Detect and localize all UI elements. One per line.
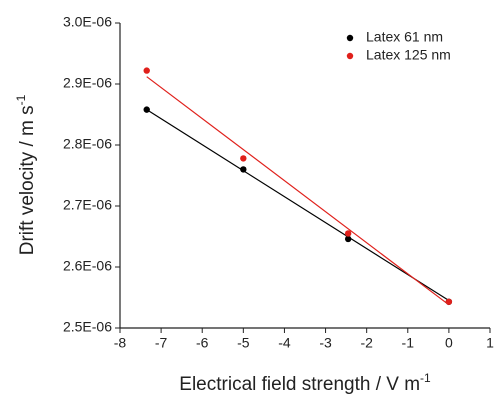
legend-label: Latex 125 nm — [366, 47, 451, 63]
point — [344, 230, 352, 237]
x-tick-label: -5 — [237, 335, 250, 351]
x-tick-label: -4 — [278, 335, 291, 351]
x-axis-label-text: Electrical field strength / V m — [179, 374, 420, 395]
x-tick-label: 0 — [445, 335, 453, 351]
y-tick-label: 3.0E-06 — [63, 14, 112, 30]
fit-line — [146, 109, 450, 302]
y-tick-label: 2.8E-06 — [63, 136, 112, 152]
x-tick-label: -7 — [155, 335, 168, 351]
fit-line — [146, 76, 450, 306]
point — [143, 67, 150, 74]
x-tick-label: -2 — [360, 335, 373, 351]
y-tick-label: 2.5E-06 — [63, 319, 112, 335]
point — [143, 106, 150, 113]
y-tick-label: 2.9E-06 — [63, 75, 112, 91]
y-axis-label-sup: -1 — [14, 94, 28, 105]
y-tick-label: 2.6E-06 — [63, 258, 112, 274]
point — [240, 166, 247, 173]
legend-marker — [346, 52, 354, 60]
x-tick-label: -8 — [114, 335, 127, 351]
x-axis-label: Electrical field strength / V m-1 — [179, 371, 431, 395]
point — [445, 298, 453, 305]
legend-marker — [346, 34, 354, 42]
point — [344, 235, 352, 243]
x-tick-label: -1 — [402, 335, 415, 351]
y-axis-label: Drift velocity / m s-1 — [14, 94, 38, 255]
point — [240, 155, 247, 162]
x-tick-label: 1 — [486, 335, 494, 351]
x-tick-label: -3 — [319, 335, 332, 351]
legend-label: Latex 61 nm — [366, 29, 443, 45]
y-axis-label-text: Drift velocity / m s — [17, 105, 38, 255]
x-axis-label-sup: -1 — [420, 371, 431, 385]
x-tick-label: -6 — [196, 335, 209, 351]
y-tick-label: 2.7E-06 — [63, 197, 112, 213]
